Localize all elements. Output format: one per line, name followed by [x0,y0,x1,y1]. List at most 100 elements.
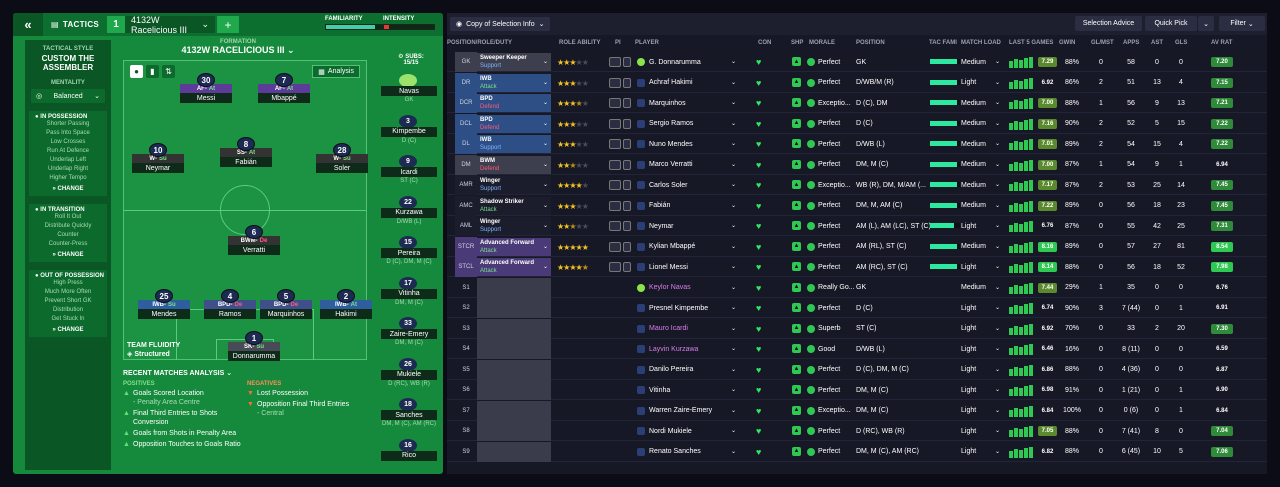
chevron-down-icon[interactable]: ⌄ [731,387,737,393]
change-in-possession-button[interactable]: » CHANGE [52,186,84,192]
player-instructions-icon[interactable] [609,57,621,67]
chevron-down-icon[interactable]: ⌄ [995,407,1001,414]
opposition-instructions-icon[interactable] [623,221,631,231]
analysis-item[interactable]: ▼ Opposition Final Third Entries - Central [247,400,373,418]
table-row[interactable]: DL IWB Support ⌄ ★★★★★ Nuno Mendes ⌄ ♥ ▲ Perfect D… [447,134,1267,154]
role-duty-selector[interactable]: Sweeper Keeper Support ⌄ [477,53,551,71]
chevron-down-icon[interactable]: ⌄ [995,387,1001,393]
chevron-down-icon[interactable]: ⌄ [731,346,737,352]
player-instructions-icon[interactable] [609,241,621,252]
player-name[interactable]: Vitinha [637,380,737,400]
sub-name[interactable]: Pereira [381,248,437,258]
chevron-down-icon[interactable]: ⌄ [995,428,1001,434]
player-name[interactable]: Marquinhos [637,93,737,113]
player-name[interactable]: Neymar [132,163,184,173]
change-out-of-possession-button[interactable]: » CHANGE [52,327,84,333]
role-duty-selector[interactable]: IWB Support ⌄ [477,135,551,153]
role-label[interactable]: IWB - Su [138,300,190,309]
player-name[interactable]: Mbappé [258,93,310,103]
player-card-messi[interactable]: 30 AF - At Messi [180,73,232,103]
opposition-instructions-icon[interactable] [623,200,631,211]
opposition-instructions-icon[interactable] [623,180,631,190]
sub-player[interactable]: 26 Mukiele D (RC), WB (R) [381,357,437,391]
table-row[interactable]: S2 Presnel Kimpembe ⌄ ♥ ▲ Perfect D (C) Light ⌄ 6… [447,298,1267,318]
chevron-down-icon[interactable]: ⌄ [731,448,737,455]
sub-name[interactable]: Rico [381,450,437,461]
chevron-down-icon[interactable]: ⌄ [731,264,737,270]
table-row[interactable]: S3 Mauro Icardi ⌄ ♥ ▲ Superb ST (C) Light ⌄ 6.92 7… [447,318,1267,339]
table-row[interactable]: DCR BPD Defend ⌄ ★★★★★ Marquinhos ⌄ ♥ ▲ Exceptio.… [447,93,1267,113]
chevron-down-icon[interactable]: ⌄ [731,120,737,127]
mentality-select[interactable]: ◎ Balanced ⌄ [31,89,105,103]
table-row[interactable]: GK Sweeper Keeper Support ⌄ ★★★★★ G. Donnarum… [447,52,1267,72]
role-label[interactable]: IWB - At [320,300,372,309]
player-name[interactable]: Mendes [138,309,190,319]
player-instructions-icon[interactable] [609,98,621,108]
stats-icon[interactable]: ▮ [146,65,159,78]
opposition-instructions-icon[interactable] [623,262,631,272]
column-header[interactable]: POSITION/ROLE/DUTY [447,40,513,46]
sub-player[interactable]: 17 Vitinha DM, M (C) [381,276,437,310]
quick-pick-button[interactable]: Quick Pick [1145,16,1197,31]
analysis-item[interactable]: ▲ Final Third Entries to Shots Conversion [123,409,247,427]
chevron-down-icon[interactable]: ⌄ [995,161,1001,168]
player-name[interactable]: Renato Sanches [637,442,737,462]
table-row[interactable]: S5 Danilo Pereira ⌄ ♥ ▲ Perfect D (C), DM, M (… [447,359,1267,380]
opposition-instructions-icon[interactable] [623,98,631,108]
tactic-selector[interactable]: 4132W Racelicious III ⌄ [125,15,216,35]
chevron-down-icon[interactable]: ⌄ [995,366,1001,373]
player-name[interactable]: Marco Verratti [637,155,737,175]
sub-player[interactable]: 16 Rico [381,438,437,472]
column-header[interactable]: AV RAT [1211,40,1233,46]
chevron-down-icon[interactable]: ⌄ [731,325,737,332]
chevron-down-icon[interactable]: ⌄ [731,59,737,65]
opposition-instructions-icon[interactable] [623,241,631,252]
column-header[interactable]: MATCH LOAD [961,40,1001,46]
chevron-down-icon[interactable]: ⌄ [731,182,737,188]
role-duty-selector[interactable]: Winger Support ⌄ [477,217,551,235]
role-duty-selector[interactable]: Shadow Striker Attack ⌄ [477,196,551,215]
player-name[interactable]: Kylian Mbappé [637,237,737,257]
sub-name[interactable]: Zaire-Emery [381,329,437,339]
chevron-down-icon[interactable]: ⌄ [995,141,1001,147]
player-card-mendes[interactable]: 25 IWB - Su Mendes [138,289,190,319]
role-label[interactable]: W - Su [316,154,368,163]
player-name[interactable]: Nordi Mukiele [637,421,737,441]
column-header[interactable]: LAST 5 GAMES [1009,40,1054,46]
sub-player[interactable]: Navas GK [381,74,437,107]
player-instructions-icon[interactable] [609,262,621,272]
opposition-instructions-icon[interactable] [623,77,631,88]
chevron-down-icon[interactable]: ⌄ [731,407,737,414]
player-name[interactable]: Hakimi [320,309,372,319]
role-duty-selector[interactable]: BPD Defend ⌄ [477,94,551,112]
chevron-down-icon[interactable]: ⌄ [995,182,1001,188]
player-card-hakimi[interactable]: 2 IWB - At Hakimi [320,289,372,319]
role-label[interactable]: BWM - De [228,236,280,245]
role-duty-selector[interactable]: Winger Support ⌄ [477,176,551,194]
player-card-mbapp[interactable]: 7 AF - At Mbappé [258,73,310,103]
chevron-down-icon[interactable]: ⌄ [995,264,1001,270]
tactical-style-name[interactable]: CUSTOM THE ASSEMBLER [41,54,95,72]
analysis-button[interactable]: ▦ Analysis [312,65,360,78]
sub-player[interactable]: 18 Sanches DM, M (C), AM (RC) [381,398,437,431]
player-name[interactable]: Carlos Soler [637,175,737,195]
player-instructions-icon[interactable] [609,180,621,190]
chevron-down-icon[interactable]: ⌄ [731,243,737,250]
sub-player[interactable]: 3 Kimpembe D (C) [381,114,437,148]
player-name[interactable]: Danilo Pereira [637,360,737,380]
chevron-down-icon[interactable]: ⌄ [995,202,1001,209]
player-name[interactable]: Keylor Navas [637,278,737,298]
player-name[interactable]: G. Donnarumma [637,52,737,72]
chevron-down-icon[interactable]: ⌄ [731,223,737,229]
gear-icon[interactable]: ⚙ [398,54,404,60]
role-label[interactable]: BPD - De [260,300,312,309]
table-row[interactable]: S7 Warren Zaire-Emery ⌄ ♥ ▲ Exceptio... DM, M … [447,400,1267,421]
chevron-down-icon[interactable]: ⌄ [731,284,737,291]
player-name[interactable]: Nuno Mendes [637,134,737,154]
player-card-donnarumma[interactable]: 1 SK - Su Donnarumma [228,331,280,361]
table-row[interactable]: STCR Advanced Forward Attack ⌄ ★★★★★ Kylian M… [447,236,1267,257]
analysis-item[interactable]: ▼ Lost Possession [247,389,373,398]
player-name[interactable]: Layvin Kurzawa [637,339,737,359]
chevron-down-icon[interactable]: ⌄ [731,428,737,434]
add-tactic-button[interactable]: + [217,16,240,33]
